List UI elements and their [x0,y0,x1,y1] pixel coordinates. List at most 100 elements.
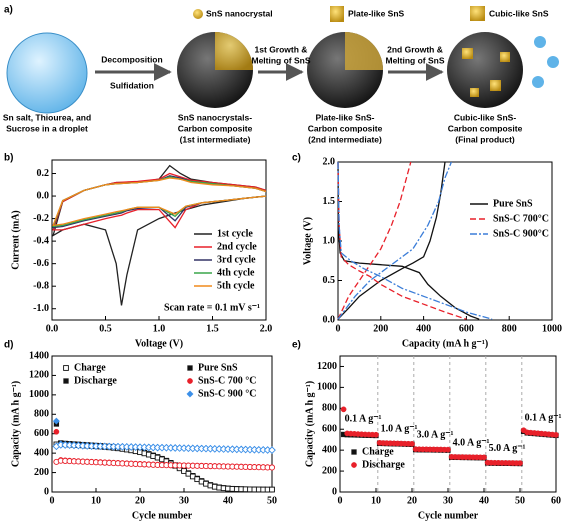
y-tick-label: 600 [34,428,49,439]
caption: Carbon composite [178,123,253,133]
data-point [340,406,347,413]
caption: (2nd intermediate) [308,134,382,144]
inset-label: Cubic-like SnS [489,8,549,18]
x-tick-label: 2.0 [260,323,273,334]
caption: Carbon composite [448,123,523,133]
legend-marker [351,462,357,468]
plot-frame [51,159,267,321]
annotation: Scan rate = 0.1 mV s⁻¹ [164,302,260,313]
series-line [337,161,467,320]
y-tick-label: 600 [322,424,337,435]
sphere-cut [215,32,253,70]
legend-label: 5th cycle [217,280,255,291]
y-axis-label: Capacity (mA h g⁻¹) [10,381,21,467]
step-label: 2nd Growth & [387,44,443,54]
legend-label: Pure SnS [198,362,238,373]
panel-label: d) [4,340,13,351]
step-label: Sulfidation [110,80,154,90]
step-label: Decomposition [101,54,162,64]
x-tick-label: 1000 [542,323,562,334]
rate-label: 3.0 A g⁻¹ [417,430,454,441]
data-point [409,441,415,447]
panel-label: b) [4,153,13,164]
y-tick-label: 800 [322,403,337,414]
y-axis-label: Voltage (V) [302,217,313,265]
legend-marker [186,390,194,398]
caption: Sn salt, Thiourea, and [3,112,91,122]
panel-label: e) [292,340,301,351]
legend-marker [351,449,357,455]
series-line [52,177,267,227]
y-axis-label: Capacity (mA h g⁻¹) [304,381,315,467]
x-tick-label: 1.5 [206,323,219,334]
ion [534,36,546,48]
cube [500,52,510,62]
y-tick-label: -0.4 [33,235,49,246]
y-tick-label: 2.0 [323,156,336,167]
rate-label: 0.1 A g⁻¹ [525,413,562,424]
legend-label: Discharge [74,375,117,386]
y-tick-label: 1.5 [323,196,336,207]
x-tick-label: 30 [179,495,189,506]
y-tick-label: 200 [34,467,49,478]
cube [470,88,479,97]
rate-label: 1.0 A g⁻¹ [381,423,418,434]
inset-icon [470,6,485,21]
x-tick-label: 10 [371,495,381,506]
y-tick-label: 0.0 [37,190,50,201]
rate-label: 0.1 A g⁻¹ [345,414,382,425]
legend-label: 1st cycle [217,228,253,239]
rate-label: 4.0 A g⁻¹ [453,437,490,448]
data-point [445,446,451,453]
x-tick-label: 10 [91,495,101,506]
legend-marker [63,378,69,384]
legend-label: SnS-C 700 °C [198,375,256,386]
x-tick-label: 0 [338,495,343,506]
rate-label: 5.0 A g⁻¹ [489,443,526,454]
caption: Cubic-like SnS- [454,112,517,122]
data-point [373,431,379,438]
legend-label: Charge [362,446,394,457]
y-tick-label: -0.6 [33,258,49,269]
y-tick-label: -1.0 [33,303,49,314]
series-line [52,172,267,231]
y-tick-label: -0.8 [33,280,49,291]
y-axis-label: Current (mA) [10,210,21,270]
legend-marker [187,378,193,384]
panel-label: c) [292,153,301,164]
y-tick-label: -0.2 [33,213,49,224]
caption: Sucrose in a droplet [6,123,88,133]
legend-label: Pure SnS [493,198,533,209]
caption: (1st intermediate) [180,134,251,144]
x-tick-label: 20 [407,495,417,506]
x-axis-label: Cycle number [132,510,193,521]
inset-label: SnS nanocrystal [206,8,273,18]
schematic [6,6,559,114]
y-tick-label: 0.5 [323,275,336,286]
x-tick-label: 800 [502,323,517,334]
data-point [53,428,60,435]
caption: SnS nanocrystals- [178,112,252,122]
step-label: Melting of SnS [251,55,310,65]
y-tick-label: 0.2 [37,168,50,179]
x-tick-label: 30 [443,495,453,506]
data-point [517,460,523,466]
sphere [447,32,523,108]
x-tick-label: 1.0 [153,323,166,334]
x-tick-label: 0.0 [46,323,59,334]
x-tick-label: 50 [515,495,525,506]
legend-label: SnS-C 700°C [493,213,549,224]
y-tick-label: 1400 [29,350,49,361]
y-tick-label: 0 [332,486,337,497]
legend-label: 3rd cycle [217,254,256,265]
x-tick-label: 0 [50,495,55,506]
plot-frame [51,355,273,493]
legend-label: SnS-C 900°C [493,228,549,239]
y-tick-label: 1000 [29,389,49,400]
legend-label: Discharge [362,459,405,470]
x-axis-label: Voltage (V) [135,338,183,349]
inset-label: Plate-like SnS [348,8,405,18]
data-point [268,446,276,454]
y-tick-label: 0.0 [323,314,336,325]
caption: (Final product) [455,134,515,144]
